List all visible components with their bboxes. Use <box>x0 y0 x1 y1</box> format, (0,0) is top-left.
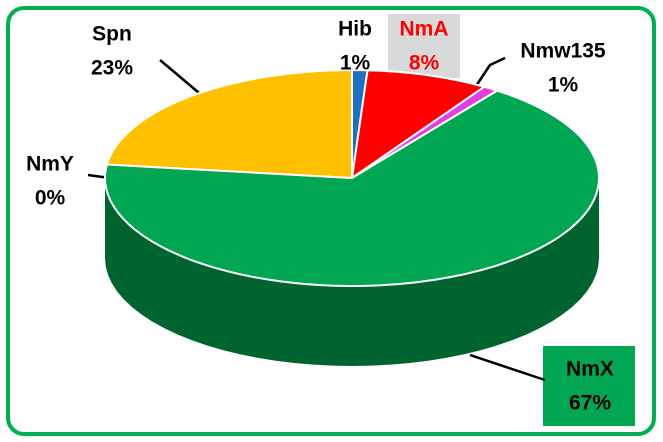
leader-line <box>469 353 546 382</box>
label-box <box>388 14 460 78</box>
pie-slice <box>104 89 600 287</box>
slice-label: NmY <box>26 153 74 176</box>
slice-value-label: 1% <box>548 74 579 97</box>
slice-label: Spn <box>92 23 132 46</box>
pie-side <box>105 178 599 366</box>
leader-line <box>159 59 206 99</box>
slice-value-label: 0% <box>35 187 66 210</box>
slice-label: NmA <box>399 18 448 41</box>
slice-value-label: 23% <box>91 57 133 80</box>
slice-value-label: 8% <box>409 52 440 75</box>
slice-value-label: 67% <box>569 392 611 415</box>
label-box <box>543 346 635 426</box>
slice-label: NmX <box>566 358 614 381</box>
pie-slice <box>105 68 353 180</box>
slice-value-label: 1% <box>340 52 371 75</box>
slice-label: Hib <box>338 18 372 41</box>
slice-label: Nmw135 <box>520 40 606 63</box>
pie-slice <box>350 69 487 181</box>
